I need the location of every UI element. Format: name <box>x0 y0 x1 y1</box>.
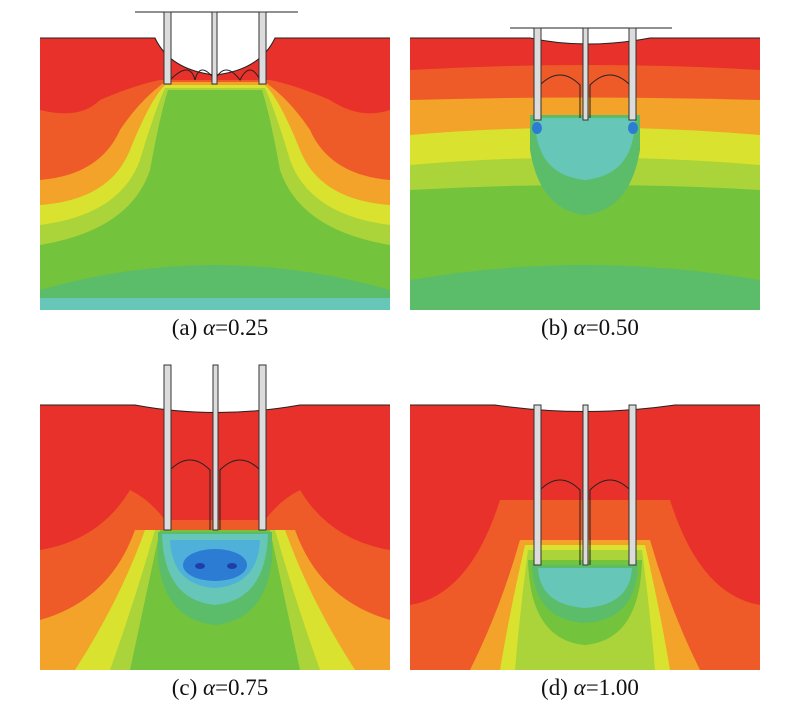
contour-plot-a <box>40 11 390 310</box>
panel-c <box>40 360 400 670</box>
pile-middle <box>582 404 589 566</box>
pile-right <box>628 404 637 566</box>
contour-plot-d <box>410 404 760 670</box>
caption-d: (d) α=1.00 <box>541 675 639 700</box>
pile-left <box>533 404 542 566</box>
pile-left <box>533 27 542 121</box>
contour-plot-b <box>410 27 760 310</box>
pile-left <box>163 364 172 531</box>
pile-middle <box>582 27 589 121</box>
pile-middle <box>212 364 219 531</box>
pile-middle <box>211 11 218 85</box>
pile-right <box>258 11 267 85</box>
contour-plot-c <box>40 364 390 670</box>
panel-b <box>410 0 770 310</box>
panel-a <box>40 0 400 310</box>
caption-a: (a) α=0.25 <box>171 315 269 340</box>
caption-b: (b) α=0.50 <box>541 315 639 340</box>
caption-c: (c) α=0.75 <box>171 675 269 700</box>
pile-left <box>163 11 172 85</box>
pile-right <box>628 27 637 121</box>
panel-d <box>410 360 770 670</box>
pile-right <box>258 364 267 531</box>
